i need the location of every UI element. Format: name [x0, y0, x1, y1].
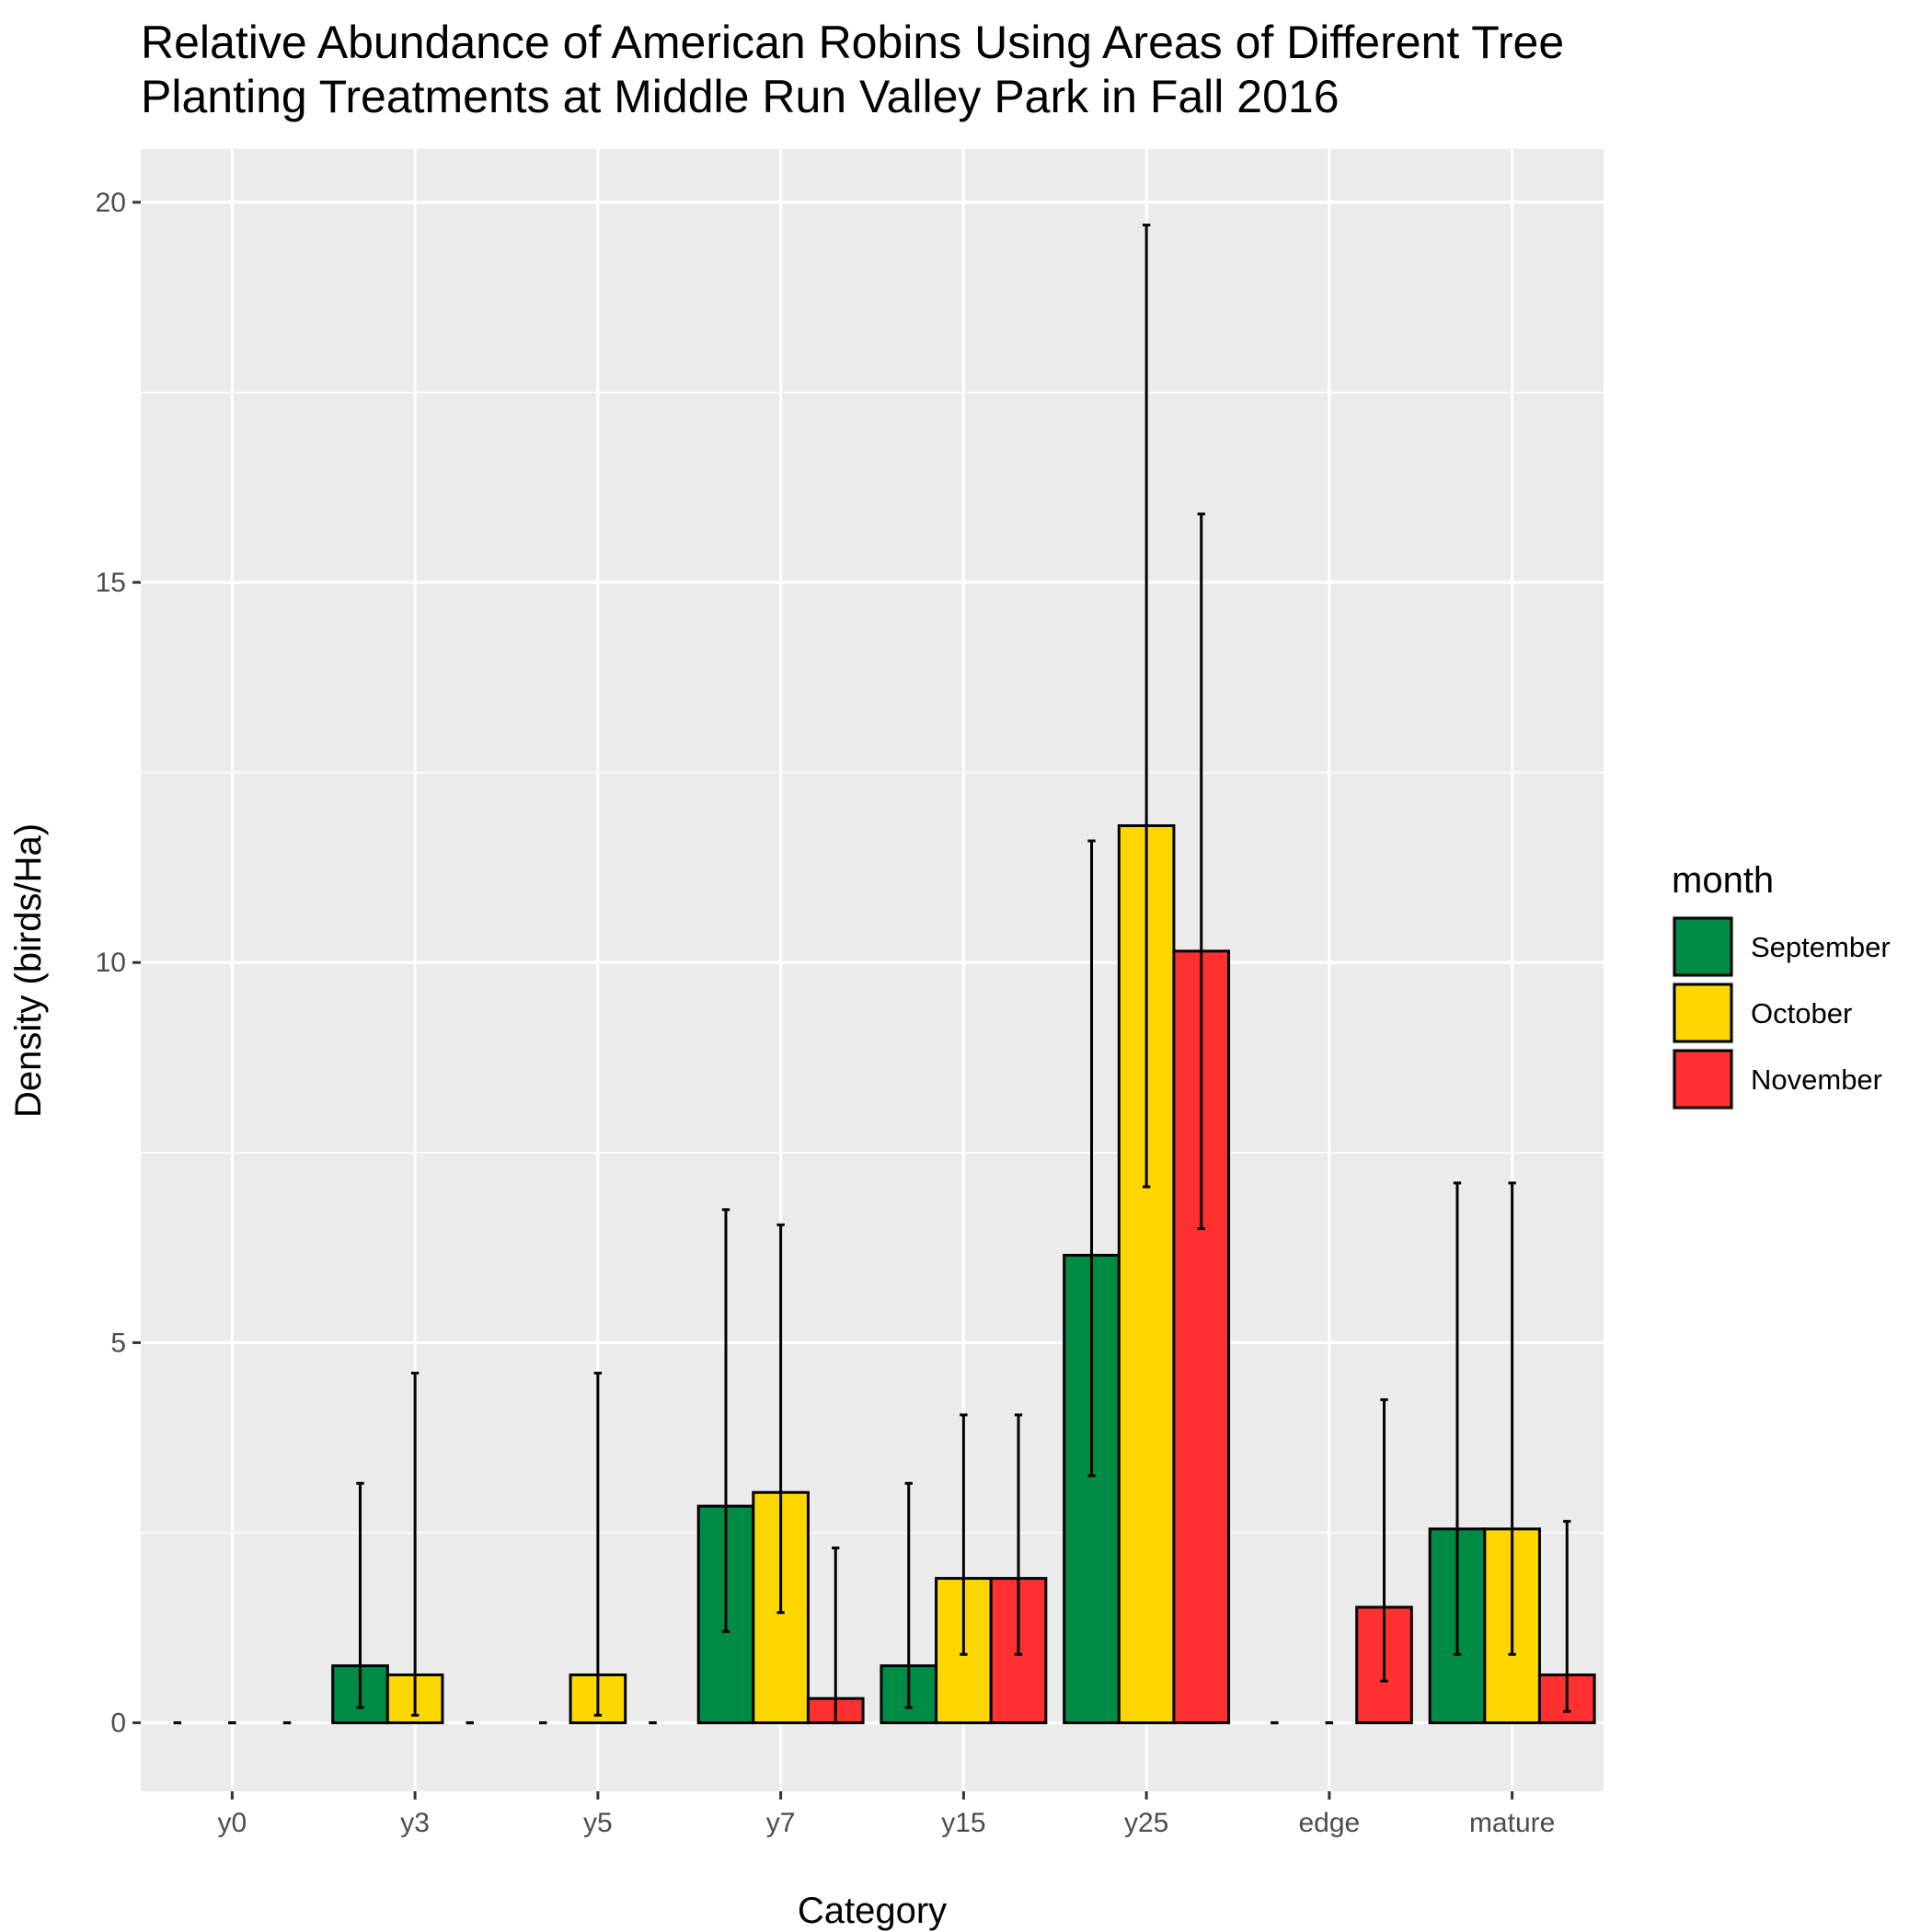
error-bar-november-mature: [1563, 1520, 1571, 1713]
legend-items: September October November: [1672, 915, 1891, 1110]
legend-label: September: [1751, 931, 1891, 963]
x-tick-label: y15: [941, 1808, 985, 1838]
error-bar-september-y15: [904, 1481, 913, 1709]
legend-item-september: September: [1672, 915, 1891, 978]
y-tick-label: 5: [110, 1328, 126, 1358]
y-tick-label: 15: [96, 568, 126, 598]
y-tick-label: 20: [96, 188, 126, 218]
y-tick-label: 0: [110, 1708, 126, 1739]
error-bar-october-y5: [593, 1371, 603, 1717]
x-tick-label: y7: [766, 1808, 796, 1838]
legend-label: November: [1751, 1064, 1882, 1096]
x-axis-title: Category: [798, 1891, 947, 1931]
x-tick-label: y0: [218, 1808, 247, 1838]
error-bar-september-y3: [356, 1481, 364, 1709]
error-bar-october-y15: [960, 1413, 968, 1656]
x-tick-label: edge: [1299, 1808, 1361, 1838]
error-bar-october-y7: [776, 1223, 785, 1615]
error-bar-november-edge: [1380, 1397, 1388, 1683]
legend-swatch-september: [1673, 916, 1733, 977]
legend-item-october: October: [1672, 982, 1852, 1044]
legend: month September October November: [1672, 860, 1891, 1110]
y-axis: 0 5 10 15 20: [96, 188, 141, 1739]
error-bar-october-mature: [1508, 1181, 1516, 1656]
y-tick-label: 10: [96, 948, 126, 978]
x-axis: y0 y3 y5 y7 y15 y25 edge mature: [218, 1791, 1555, 1838]
legend-swatch-october: [1673, 983, 1733, 1043]
error-bars: [173, 224, 1571, 1725]
chart-title-line-1: Relative Abundance of American Robins Us…: [141, 17, 1564, 68]
x-tick-label: mature: [1469, 1808, 1555, 1838]
x-tick-label: y3: [400, 1808, 430, 1838]
x-tick-label: y25: [1124, 1808, 1168, 1838]
error-bar-november-y15: [1014, 1413, 1023, 1656]
legend-title: month: [1672, 860, 1774, 901]
error-bar-october-y3: [410, 1371, 420, 1717]
chart-title-line-2: Planting Treatments at Middle Run Valley…: [141, 71, 1340, 122]
legend-item-november: November: [1672, 1048, 1882, 1110]
legend-swatch-november: [1673, 1049, 1733, 1110]
error-bar-november-y7: [832, 1547, 840, 1725]
plot-panel: [141, 149, 1604, 1791]
error-bar-september-y7: [721, 1208, 730, 1633]
error-bar-september-y25: [1087, 839, 1096, 1478]
legend-label: October: [1751, 997, 1852, 1029]
x-tick-label: y5: [583, 1808, 613, 1838]
error-bar-october-y25: [1142, 224, 1151, 1189]
error-bar-november-y25: [1197, 512, 1205, 1230]
y-axis-title: Density (birds/Ha): [8, 823, 49, 1118]
error-bar-september-mature: [1453, 1181, 1462, 1656]
